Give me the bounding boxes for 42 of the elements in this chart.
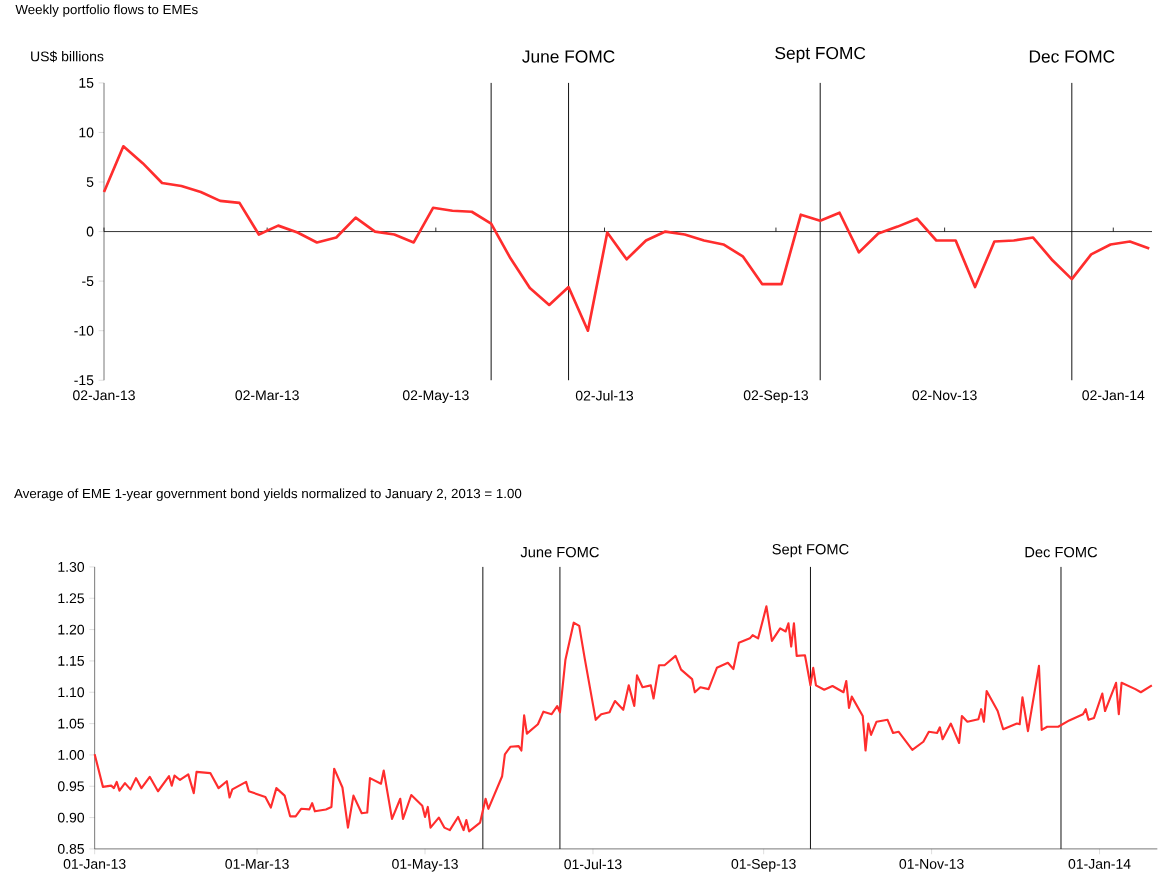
y-tick-label: 1.15 — [58, 656, 85, 666]
y-tick-label: 10 — [79, 127, 94, 138]
x-tick-label: 01-Jan-13 — [63, 859, 126, 869]
ref-line-label: Sept FOMC — [772, 544, 849, 558]
chart-title: Weekly portfolio flows to EMEs — [15, 4, 198, 17]
ref-line-label: Sept FOMC — [775, 46, 866, 63]
x-tick-label: 02-Jul-13 — [575, 390, 634, 401]
y-tick-label: 15 — [79, 78, 94, 88]
ref-line-label: June FOMC — [522, 50, 615, 63]
x-tick-label: 01-Sep-13 — [731, 859, 796, 872]
x-tick-label: 02-May-13 — [402, 390, 469, 404]
y-tick-label: 1.20 — [58, 624, 85, 635]
line-series — [93, 605, 1153, 833]
y-tick-label: -10 — [74, 325, 94, 336]
ref-line-label: Dec FOMC — [1029, 50, 1115, 63]
x-tick-label: 02-Jan-14 — [1082, 390, 1145, 401]
x-tick-label: 01-Mar-13 — [225, 859, 289, 869]
y-tick-label: 1.05 — [58, 718, 85, 729]
y-tick-label: 1.25 — [58, 593, 85, 604]
y-tick-label: 1.10 — [58, 687, 85, 698]
y-tick-label: 0 — [86, 226, 94, 237]
x-tick-label: 02-Nov-13 — [912, 390, 977, 401]
y-tick-label: 0.85 — [57, 844, 85, 854]
chart-title: Average of EME 1-year government bond yields normalized to January 2, 2013 = 1.00 — [14, 488, 522, 501]
x-tick-label: 01-May-13 — [392, 859, 458, 872]
y-tick-label: 5 — [86, 177, 94, 187]
y-tick-label: 0.90 — [57, 812, 85, 823]
y-tick-label: -5 — [82, 276, 94, 287]
x-tick-label: 01-Nov-13 — [899, 859, 964, 869]
y-axis-title: US$ billions — [31, 50, 104, 63]
y-tick-label: 1.00 — [58, 750, 85, 760]
ref-line-label: June FOMC — [520, 546, 599, 558]
x-tick-label: 02-Mar-13 — [235, 390, 299, 401]
y-tick-label: 0.95 — [57, 781, 85, 792]
y-tick-label: -15 — [74, 375, 94, 386]
y-tick-label: 1.30 — [58, 562, 85, 572]
x-tick-label: 01-Jan-14 — [1068, 859, 1131, 869]
line-series — [102, 145, 1151, 333]
ref-line-label: Dec FOMC — [1025, 546, 1098, 558]
x-tick-label: 01-Jul-13 — [564, 859, 622, 870]
x-tick-label: 02-Sep-13 — [743, 390, 809, 404]
x-tick-label: 02-Jan-13 — [73, 390, 135, 401]
